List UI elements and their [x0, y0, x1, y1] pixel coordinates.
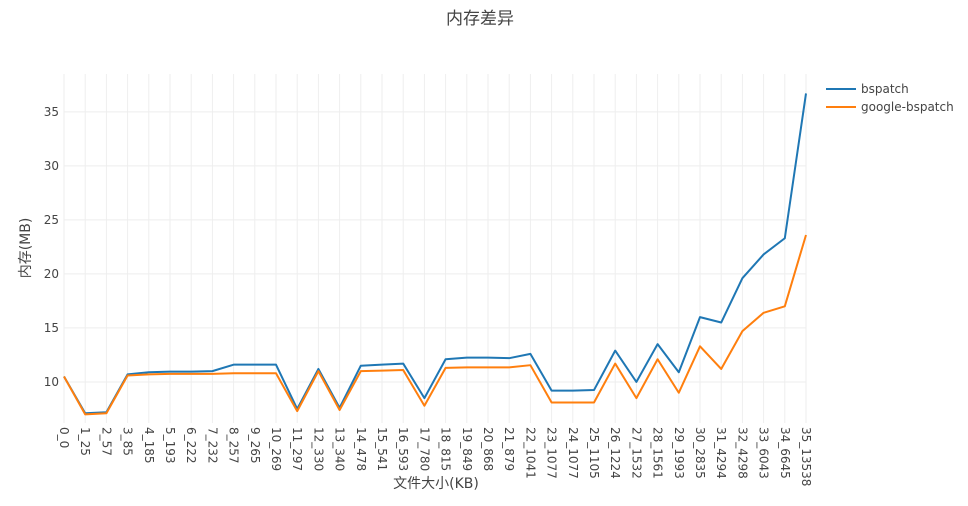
series-line-google-bspatch [63, 234, 807, 416]
x-tick-label: 3_85 [121, 427, 135, 456]
x-tick-label: 31_4294 [714, 427, 728, 479]
legend-item-google-bspatch[interactable]: google-bspatch [826, 100, 954, 114]
x-tick-label: 18_815 [439, 427, 453, 471]
x-tick-label: 20_868 [481, 427, 495, 471]
x-tick-label: 1_25 [78, 427, 92, 456]
y-tick-label: 35 [44, 105, 59, 119]
x-tick-label: 10_269 [269, 427, 283, 471]
gridlines [63, 74, 807, 423]
x-tick-label: 30_2835 [693, 427, 707, 479]
x-tick-label: 0_0 [57, 427, 71, 448]
x-tick-label: 11_297 [290, 427, 304, 471]
x-tick-label: 2_57 [99, 427, 113, 456]
x-tick-label: 9_265 [248, 427, 262, 464]
x-tick-label: 5_193 [163, 427, 177, 464]
series-line-bspatch [63, 93, 807, 415]
x-axis-title: 文件大小(KB) [393, 476, 479, 492]
x-tick-label: 25_1105 [587, 427, 601, 479]
x-tick-label: 22_1041 [523, 427, 537, 479]
x-tick-label: 16_593 [396, 427, 410, 471]
x-tick-label: 13_340 [333, 427, 347, 471]
x-tick-label: 32_4298 [735, 427, 749, 479]
x-tick-label: 19_849 [460, 427, 474, 471]
x-tick-label: 27_1532 [629, 427, 643, 479]
x-tick-label: 35_13538 [799, 427, 813, 486]
y-axis-title: 内存(MB) [18, 218, 34, 279]
x-tick-label: 33_6043 [757, 427, 771, 479]
y-tick-label: 25 [44, 213, 59, 227]
x-tick-label: 4_185 [142, 427, 156, 464]
legend[interactable]: bspatch google-bspatch [826, 82, 954, 114]
chart-title: 内存差异 [446, 9, 514, 29]
x-tick-label: 17_780 [417, 427, 431, 471]
x-tick-label: 15_541 [375, 427, 389, 471]
x-tick-label: 6_222 [184, 427, 198, 464]
x-tick-label: 14_478 [354, 427, 368, 471]
x-tick-label: 12_330 [311, 427, 325, 471]
x-tick-label: 28_1561 [651, 427, 665, 479]
series-lines [63, 93, 807, 416]
x-tick-label: 24_1077 [566, 427, 580, 479]
y-tick-label: 20 [44, 267, 59, 281]
y-tick-label: 10 [44, 375, 59, 389]
x-tick-label: 23_1077 [545, 427, 559, 479]
x-tick-label: 21_879 [502, 427, 516, 471]
y-tick-label: 15 [44, 321, 59, 335]
y-axis-ticks: 10 15 20 25 30 35 [44, 105, 59, 389]
x-tick-label: 8_257 [227, 427, 241, 464]
x-tick-label: 7_232 [205, 427, 219, 464]
x-tick-label: 26_1224 [608, 427, 622, 479]
legend-item-bspatch[interactable]: bspatch [826, 82, 909, 96]
legend-label-bspatch: bspatch [861, 82, 909, 96]
legend-label-google-bspatch: google-bspatch [861, 100, 954, 114]
x-tick-label: 34_6645 [778, 427, 792, 479]
x-tick-label: 29_1993 [672, 427, 686, 479]
x-axis-ticks: 0_0 1_25 2_57 3_85 4_185 5_193 6_222 7_232 8_257… [57, 427, 813, 486]
y-tick-label: 30 [44, 159, 59, 173]
